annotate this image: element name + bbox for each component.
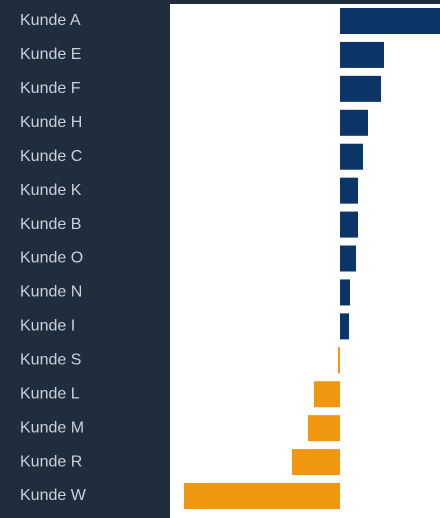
- category-label: Kunde B: [20, 216, 81, 233]
- category-label: Kunde A: [20, 12, 81, 29]
- bar: [340, 41, 384, 68]
- bar: [340, 75, 381, 102]
- bar: [308, 415, 340, 442]
- bar: [292, 449, 340, 476]
- bar: [340, 109, 368, 136]
- category-label: Kunde K: [20, 182, 82, 199]
- bar: [340, 8, 440, 34]
- bar: [184, 483, 340, 510]
- category-label: Kunde L: [20, 385, 80, 402]
- category-label: Kunde E: [20, 46, 81, 63]
- category-label: Kunde W: [20, 487, 87, 504]
- category-label: Kunde M: [20, 419, 84, 436]
- category-label: Kunde C: [20, 148, 82, 165]
- category-label: Kunde F: [20, 80, 81, 97]
- category-label: Kunde R: [20, 453, 82, 470]
- bar: [314, 381, 340, 408]
- plot-area: [170, 4, 440, 518]
- category-label: Kunde N: [20, 284, 82, 301]
- category-label: Kunde H: [20, 114, 82, 131]
- category-label: Kunde S: [20, 352, 81, 369]
- bar: [340, 143, 363, 170]
- bar: [340, 279, 350, 306]
- category-label: Kunde O: [20, 250, 83, 267]
- bar: [340, 245, 356, 272]
- category-label: Kunde I: [20, 318, 75, 335]
- bar: [340, 313, 349, 340]
- bar: [340, 177, 358, 204]
- bar: [340, 211, 358, 238]
- bar: [338, 347, 340, 374]
